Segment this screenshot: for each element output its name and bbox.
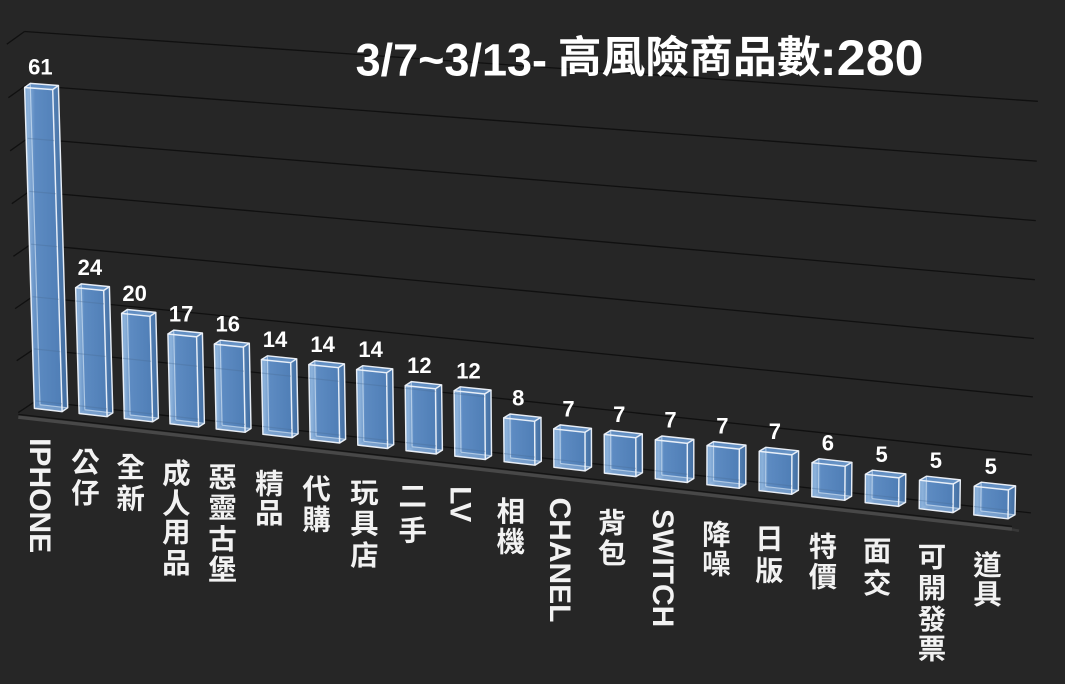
svg-text:IPHONE: IPHONE [23,438,56,553]
svg-text:17: 17 [169,302,193,327]
svg-text:14: 14 [263,327,288,352]
svg-text:LV: LV [444,486,477,522]
svg-text::280: :280 [820,30,924,86]
svg-text:7: 7 [562,397,574,422]
svg-text:14: 14 [310,332,335,357]
svg-text:8: 8 [512,386,524,411]
svg-text:CHANEL: CHANEL [543,498,576,623]
svg-text:3/7~3/13-: 3/7~3/13- [356,35,547,86]
svg-text:5: 5 [985,454,997,479]
svg-text:7: 7 [716,413,728,438]
svg-text:5: 5 [930,448,942,473]
svg-text:20: 20 [122,281,146,306]
svg-text:7: 7 [664,408,676,433]
svg-text:7: 7 [613,402,625,427]
svg-text:SWITCH: SWITCH [646,509,679,627]
svg-text:61: 61 [28,55,52,80]
svg-text:5: 5 [875,442,887,467]
svg-text:6: 6 [822,431,834,456]
svg-text:7: 7 [769,419,781,444]
svg-text:14: 14 [358,337,383,362]
svg-text:12: 12 [407,353,431,378]
svg-text:24: 24 [78,255,103,280]
svg-text:12: 12 [456,358,480,383]
svg-text:16: 16 [216,312,240,337]
